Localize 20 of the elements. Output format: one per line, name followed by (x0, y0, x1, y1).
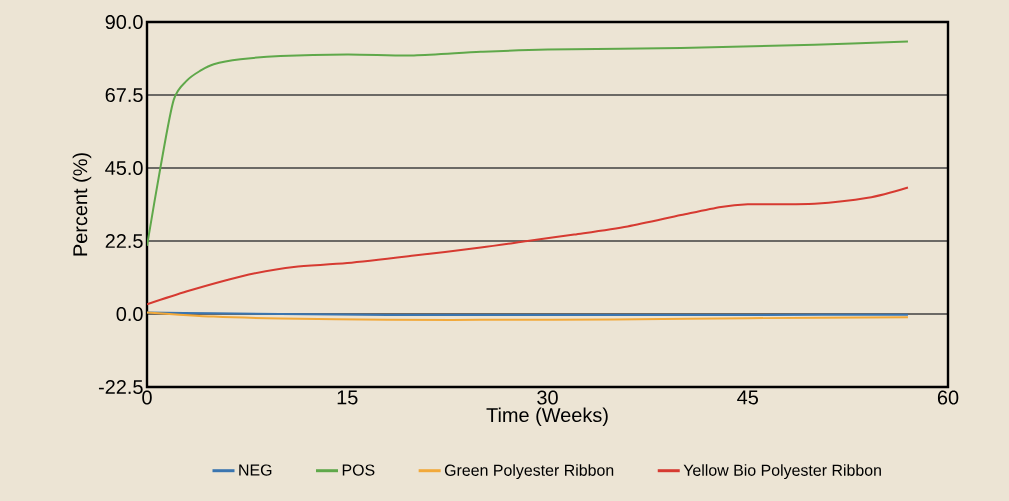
y-tick-label: 0.0 (116, 306, 143, 322)
x-tick-label: 30 (537, 390, 558, 405)
x-axis-title: Time (Weeks) (486, 407, 608, 427)
y-tick-label: -22.5 (98, 379, 143, 395)
line-series (147, 40, 909, 247)
legend-label: POS (342, 464, 375, 476)
legend-label: NEG (239, 464, 272, 476)
legend-label: Green Polyester Ribbon (444, 464, 614, 480)
x-tick-label: 0 (142, 390, 152, 405)
y-tick-label: 67.5 (105, 87, 143, 103)
y-tick-label: 22.5 (105, 233, 143, 249)
y-tick-label: 45.0 (105, 160, 143, 176)
legend-label: Yellow Bio Polyester Ribbon (683, 464, 881, 480)
y-tick-label: 90.0 (105, 14, 143, 30)
y-axis-title: Percent (%) (72, 153, 92, 256)
x-tick-label: 15 (337, 390, 358, 405)
x-tick-label: 60 (937, 390, 959, 405)
x-tick-label: 45 (737, 390, 758, 405)
line-series (147, 186, 909, 306)
line-series (147, 311, 909, 321)
